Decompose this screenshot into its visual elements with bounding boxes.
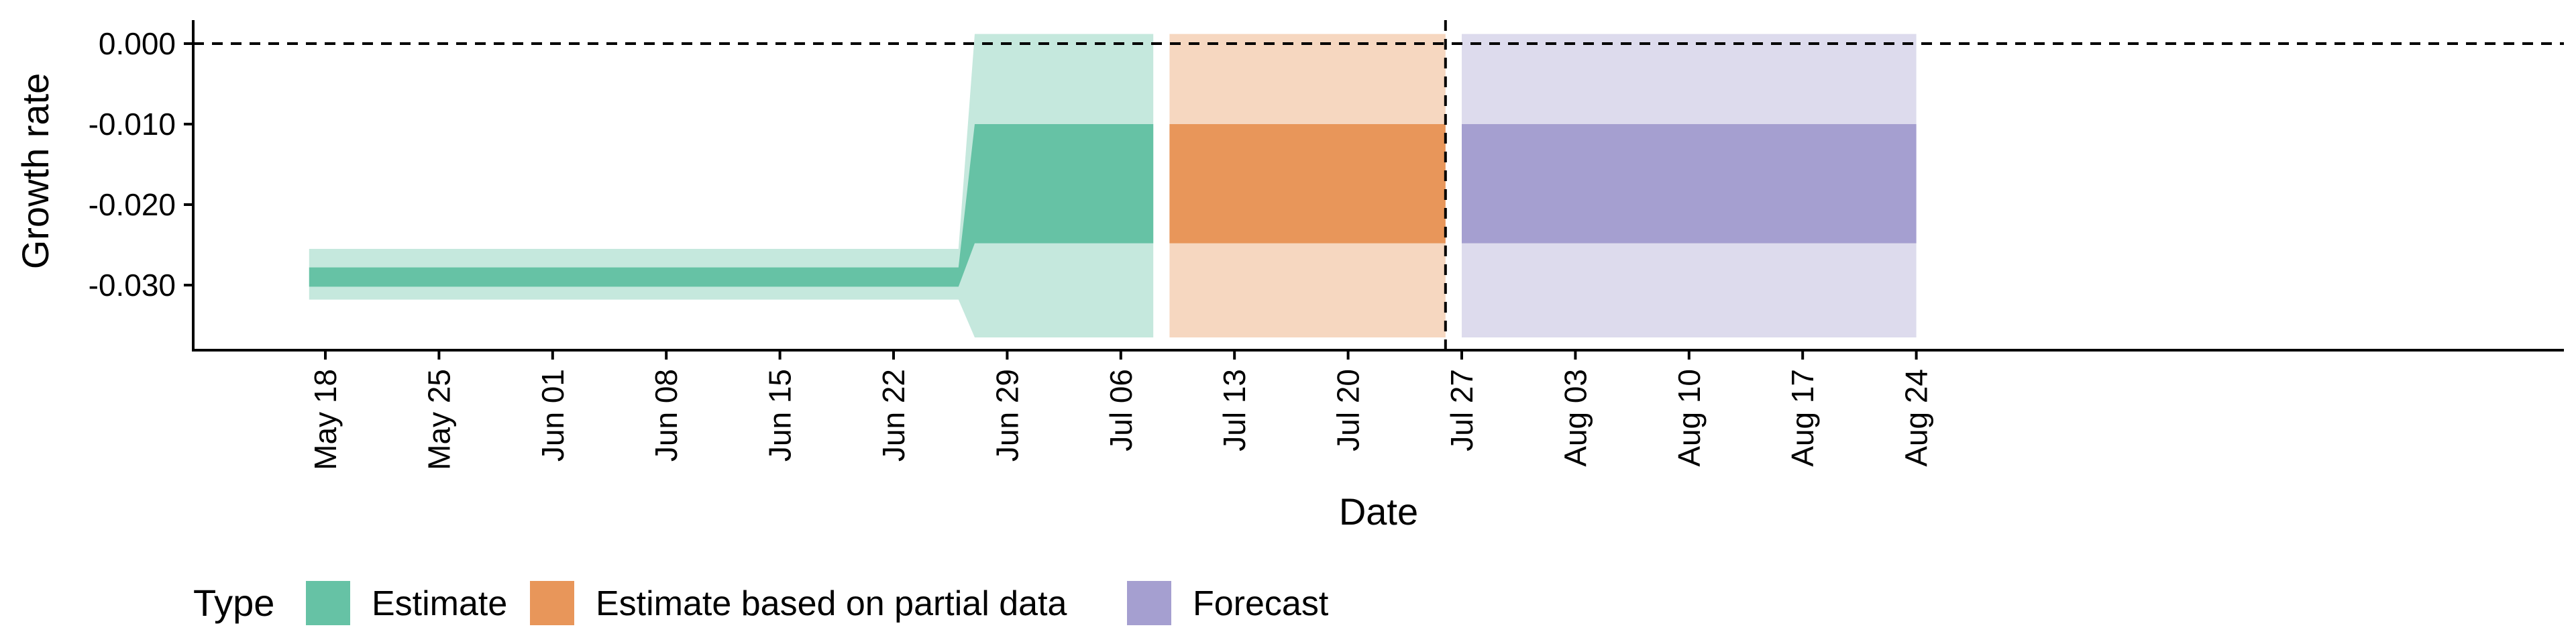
x-tick-label: May 25 [421,369,456,470]
x-tick-label: May 18 [308,369,343,470]
reference-lines [193,20,2564,350]
ribbon-outer-0 [309,34,1154,337]
x-tick-label: Jul 27 [1444,369,1479,451]
ribbon-bands [309,34,1917,337]
x-axis-ticks: May 18 May 25 Jun 01 Jun 08 Jun 15 Jun 22 Jun … [308,350,1934,470]
legend-label-2: Forecast [1193,584,1329,623]
legend-key-1 [530,581,574,625]
x-tick-label: Jul 06 [1104,369,1138,451]
legend-key-2 [1127,581,1171,625]
x-tick-label: Jun 08 [649,369,684,462]
legend-key-0 [306,581,350,625]
x-tick-label: Aug 03 [1558,369,1593,467]
x-tick-label: Aug 17 [1785,369,1820,467]
x-axis-title: Date [1339,490,1418,533]
legend-label-0: Estimate [372,584,507,623]
x-tick-label: Jul 13 [1217,369,1252,451]
legend-title: Type [193,582,274,624]
x-tick-label: Aug 24 [1899,369,1934,467]
legend-label-1: Estimate based on partial data [596,584,1067,623]
x-tick-label: Jun 01 [535,369,570,462]
y-axis-title: Growth rate [14,73,56,270]
y-tick-label: -0.030 [89,268,176,303]
y-tick-label: -0.010 [89,107,176,142]
x-tick-label: Jun 15 [763,369,798,462]
ribbon-inner-1 [1169,124,1446,244]
y-tick-label: -0.020 [89,187,176,222]
legend: Type Estimate Estimate based on partial d… [193,581,1329,625]
x-tick-label: Jun 29 [989,369,1024,462]
ribbon-inner-0 [309,124,1154,287]
y-axis-ticks: 0.000 -0.010 -0.020 -0.030 [89,26,193,303]
x-tick-label: Jul 20 [1331,369,1366,451]
x-tick-label: Aug 10 [1672,369,1707,467]
y-tick-label: 0.000 [99,26,176,61]
x-tick-label: Jun 22 [876,369,911,462]
ribbon-inner-2 [1462,124,1917,244]
axes [192,20,2564,352]
